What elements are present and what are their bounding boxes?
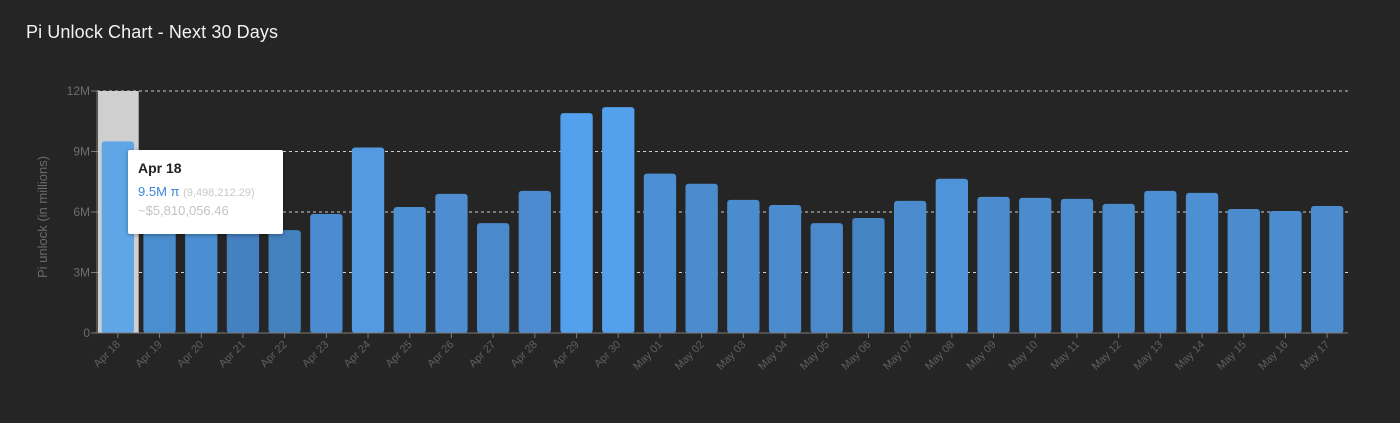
x-tick-label: Apr 30 (592, 339, 623, 370)
bar[interactable] (1019, 197, 1052, 333)
x-tick-label: May 13 (1131, 339, 1165, 373)
x-tick-label: Apr 26 (425, 339, 456, 370)
x-tick-label: May 08 (923, 339, 957, 373)
bar[interactable] (185, 218, 218, 333)
x-tick-label: Apr 22 (258, 339, 289, 370)
bar-tooltip: Apr 18 9.5M π (9,498,212.29) ~$5,810,056… (128, 150, 283, 234)
tooltip-value: 9.5M π (138, 184, 180, 199)
x-tick-label: Apr 20 (175, 339, 206, 370)
bar[interactable] (602, 107, 635, 333)
y-axis-title: Pi unlock (in millions) (35, 156, 50, 278)
x-tick-label: Apr 25 (383, 339, 414, 370)
bar[interactable] (935, 178, 969, 333)
bar[interactable] (1060, 198, 1094, 333)
x-tick-label: May 09 (965, 339, 999, 373)
x-tick-label: May 12 (1090, 339, 1124, 373)
bar[interactable] (518, 190, 552, 333)
x-tick-label: May 04 (756, 339, 790, 373)
y-tick-label: 0 (83, 326, 90, 340)
bar[interactable] (435, 193, 468, 333)
bar[interactable] (351, 147, 385, 333)
bar[interactable] (101, 141, 135, 333)
tooltip-usd-value: ~$5,810,056.46 (138, 203, 229, 218)
x-tick-label: Apr 18 (92, 339, 123, 370)
bar[interactable] (310, 214, 343, 333)
bar[interactable] (393, 206, 426, 333)
x-tick-label: Apr 23 (300, 339, 331, 370)
bar[interactable] (685, 183, 718, 333)
bar[interactable] (1310, 205, 1344, 333)
x-tick-label: Apr 21 (217, 339, 248, 370)
bar[interactable] (560, 113, 593, 333)
bar[interactable] (1227, 208, 1260, 333)
tooltip-date: Apr 18 (138, 160, 182, 176)
x-tick-label: May 17 (1298, 339, 1332, 373)
bar[interactable] (768, 204, 802, 333)
x-tick-label: May 02 (673, 339, 707, 373)
bar[interactable] (893, 200, 927, 333)
y-tick-labels: 0 3M 6M 9M 12M (67, 84, 91, 340)
x-tick-label: Apr 24 (342, 339, 373, 370)
bar[interactable] (226, 228, 260, 333)
x-tick-label: Apr 19 (133, 339, 164, 370)
x-tick-label: May 10 (1006, 339, 1040, 373)
tooltip-exact-value: (9,498,212.29) (183, 187, 255, 199)
chart-title: Pi Unlock Chart - Next 30 Days (26, 22, 279, 42)
bars (101, 107, 1344, 333)
x-tick-label: May 05 (798, 339, 832, 373)
bar[interactable] (143, 216, 176, 333)
bar[interactable] (852, 218, 885, 333)
bar[interactable] (810, 223, 843, 333)
x-tick-label: May 15 (1215, 339, 1249, 373)
x-tick-label: Apr 28 (509, 339, 540, 370)
x-tick-label: May 07 (881, 339, 915, 373)
bar[interactable] (727, 199, 760, 333)
y-tick-label: 3M (73, 266, 90, 280)
y-tick-label: 6M (73, 205, 90, 219)
axes (91, 90, 1348, 338)
bar[interactable] (1144, 190, 1177, 333)
bar[interactable] (268, 230, 301, 333)
x-tick-label: Apr 29 (550, 339, 581, 370)
bar[interactable] (977, 196, 1010, 333)
x-tick-label: May 16 (1257, 339, 1291, 373)
bar[interactable] (643, 173, 677, 333)
x-tick-label: May 14 (1173, 339, 1207, 373)
bar[interactable] (1269, 210, 1302, 333)
x-tick-label: May 06 (840, 339, 874, 373)
x-tick-label: May 03 (714, 339, 748, 373)
bar[interactable] (476, 223, 510, 333)
y-tick-label: 12M (67, 84, 90, 98)
x-tick-label: Apr 27 (467, 339, 498, 370)
x-tick-labels: Apr 18 Apr 19 Apr 20 Apr 21 Apr 22 Apr 23 Apr … (92, 339, 1333, 373)
gridlines (97, 90, 1348, 273)
x-tick-label: May 11 (1049, 339, 1082, 372)
bar[interactable] (1102, 203, 1135, 333)
bar[interactable] (1185, 192, 1219, 333)
y-tick-label: 9M (73, 145, 90, 159)
x-tick-label: May 01 (631, 339, 665, 373)
